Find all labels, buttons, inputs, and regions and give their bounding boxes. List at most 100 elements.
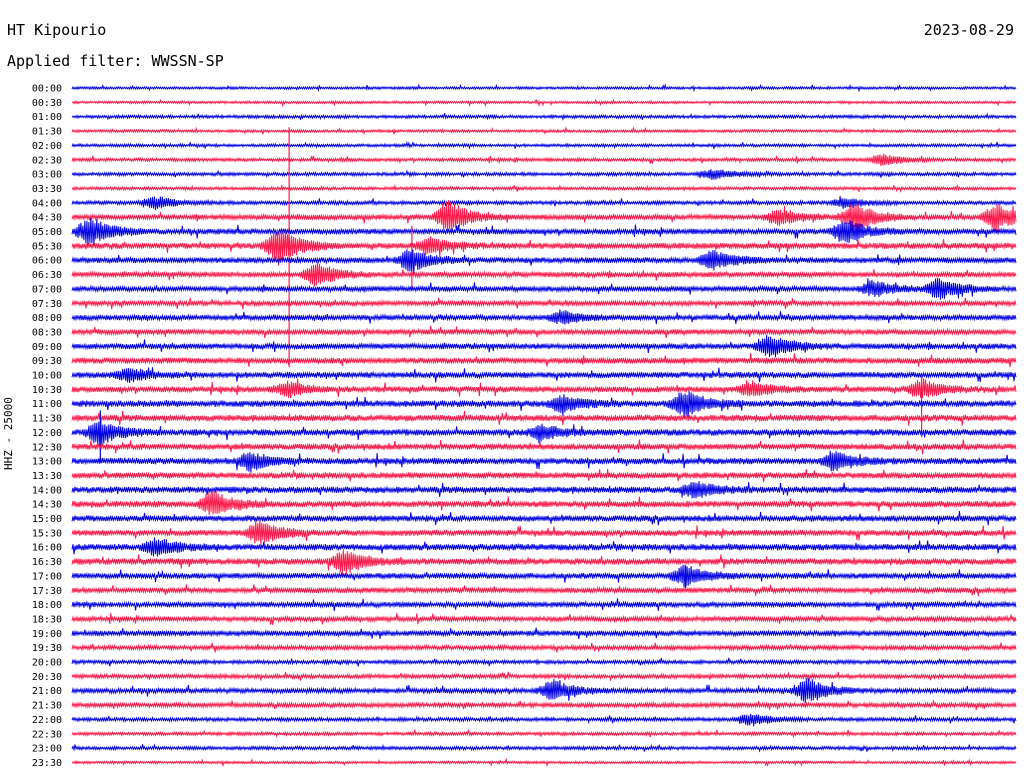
time-label: 19:00 xyxy=(32,629,62,640)
trace-line xyxy=(71,519,1017,545)
time-label: 08:00 xyxy=(32,313,62,324)
trace-line xyxy=(71,83,1017,93)
trace-line xyxy=(71,549,1017,575)
trace-line xyxy=(71,410,1017,426)
trace-line xyxy=(71,325,1017,339)
time-label: 12:30 xyxy=(32,442,62,453)
time-label: 03:30 xyxy=(32,184,62,195)
time-label: 21:30 xyxy=(32,701,62,712)
time-label: 11:30 xyxy=(32,414,62,425)
trace-line xyxy=(71,627,1017,639)
time-label: 07:00 xyxy=(32,284,62,295)
trace-line xyxy=(71,439,1017,455)
time-label: 06:00 xyxy=(32,256,62,267)
time-label: 10:00 xyxy=(32,371,62,382)
time-label: 16:30 xyxy=(32,557,62,568)
time-label: 18:00 xyxy=(32,600,62,611)
trace-line xyxy=(71,481,1017,499)
time-label: 04:30 xyxy=(32,213,62,224)
time-label: 13:00 xyxy=(32,457,62,468)
time-label: 23:30 xyxy=(32,758,62,769)
trace-line xyxy=(71,277,1017,300)
time-label: 15:00 xyxy=(32,514,62,525)
time-label: 06:30 xyxy=(32,270,62,281)
trace-line xyxy=(71,153,1017,166)
time-label: 04:00 xyxy=(32,198,62,209)
trace-line xyxy=(71,297,1017,310)
time-label: 05:00 xyxy=(32,227,62,238)
time-label: 15:30 xyxy=(32,528,62,539)
time-label: 09:30 xyxy=(32,356,62,367)
time-label: 12:00 xyxy=(32,428,62,439)
trace-line xyxy=(71,249,1017,275)
trace-line xyxy=(71,309,1017,325)
time-label: 13:30 xyxy=(32,471,62,482)
trace-line xyxy=(71,490,1017,516)
trace-line xyxy=(71,230,1017,266)
time-label: 14:00 xyxy=(32,485,62,496)
trace-line xyxy=(71,564,1017,588)
trace-line xyxy=(71,757,1017,768)
trace-line xyxy=(71,671,1017,682)
trace-line xyxy=(71,378,1017,399)
trace-line xyxy=(71,262,1017,287)
trace-line xyxy=(71,713,1017,727)
trace-line xyxy=(71,140,1017,150)
trace-line xyxy=(71,334,1017,358)
trace-line xyxy=(71,657,1017,667)
trace-line xyxy=(71,367,1017,383)
time-label: 08:30 xyxy=(32,327,62,338)
trace-line xyxy=(71,678,1017,703)
time-label: 21:00 xyxy=(32,686,62,697)
time-label: 20:30 xyxy=(32,672,62,683)
time-label: 18:30 xyxy=(32,614,62,625)
trace-line xyxy=(71,126,1017,136)
trace-line xyxy=(71,700,1017,710)
plot-date: 2023-08-29 xyxy=(923,21,1014,39)
trace-line xyxy=(71,612,1017,625)
trace-line xyxy=(71,743,1017,753)
time-label: 16:00 xyxy=(32,543,62,554)
time-label: 09:00 xyxy=(32,342,62,353)
trace-line xyxy=(71,450,1017,473)
trace-line xyxy=(71,642,1017,653)
time-label: 01:00 xyxy=(32,112,62,123)
trace-line xyxy=(71,468,1017,483)
trace-line xyxy=(71,728,1017,739)
time-label: 02:00 xyxy=(32,141,62,152)
time-label: 01:30 xyxy=(32,127,62,138)
time-label: 05:30 xyxy=(32,241,62,252)
time-label: 23:00 xyxy=(32,744,62,755)
trace-line xyxy=(71,200,1017,233)
trace-line xyxy=(71,598,1017,612)
time-label: 17:00 xyxy=(32,571,62,582)
time-label: 22:30 xyxy=(32,729,62,740)
time-label: 00:00 xyxy=(32,84,62,95)
trace-line xyxy=(71,169,1017,180)
trace-line xyxy=(71,420,1017,446)
time-label: 03:00 xyxy=(32,170,62,181)
trace-line xyxy=(71,98,1017,108)
time-label: 14:30 xyxy=(32,500,62,511)
trace-line xyxy=(71,537,1017,557)
trace-line xyxy=(71,511,1017,526)
trace-line xyxy=(71,217,1017,246)
time-label: 22:00 xyxy=(32,715,62,726)
time-label: 02:30 xyxy=(32,155,62,166)
trace-line xyxy=(71,353,1017,367)
station-name: HT Kipourio xyxy=(7,21,107,39)
time-label: 17:30 xyxy=(32,586,62,597)
trace-line xyxy=(71,390,1017,421)
filter-label: Applied filter: WWSSN-SP xyxy=(7,52,224,70)
trace-line xyxy=(71,195,1017,211)
trace-line xyxy=(71,584,1017,597)
time-label: 07:30 xyxy=(32,299,62,310)
time-label: 20:00 xyxy=(32,658,62,669)
time-label: 19:30 xyxy=(32,643,62,654)
time-label: 00:30 xyxy=(32,98,62,109)
time-label: 10:30 xyxy=(32,385,62,396)
time-label: 11:00 xyxy=(32,399,62,410)
trace-line xyxy=(71,112,1017,122)
trace-line xyxy=(71,184,1017,194)
